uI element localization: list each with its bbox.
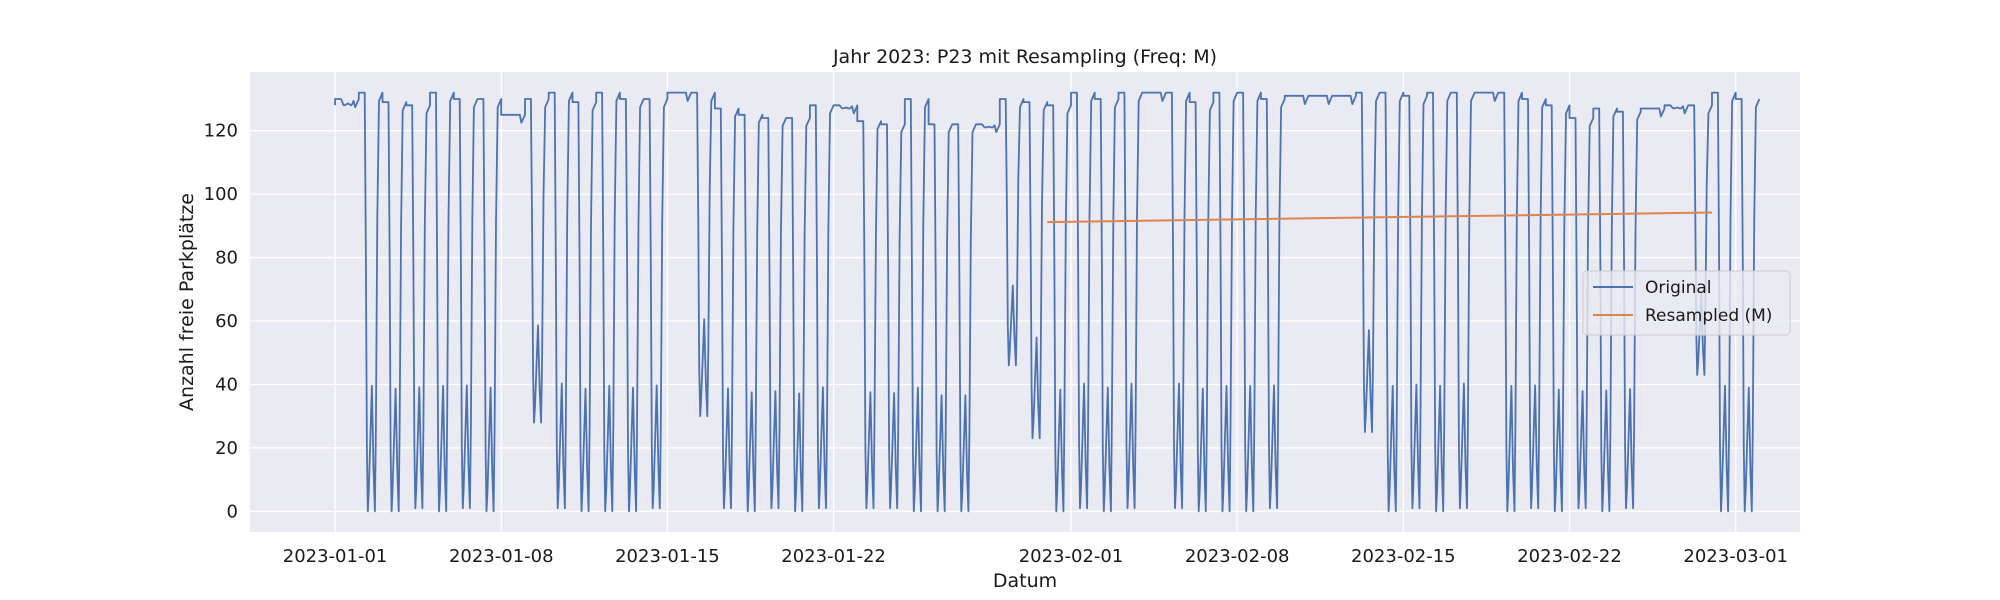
x-tick-label: 2023-02-08: [1185, 546, 1290, 567]
y-tick-label: 60: [215, 311, 238, 332]
y-tick-labels: 0 20 40 60 80 100 120: [204, 121, 238, 523]
y-tick-label: 40: [215, 374, 238, 395]
x-tick-label: 2023-03-01: [1683, 546, 1788, 567]
x-tick-label: 2023-01-08: [449, 546, 554, 567]
series-line-resampled: [1047, 211, 1713, 224]
legend-box: [1582, 270, 1791, 336]
y-tick-label: 80: [215, 248, 238, 269]
x-gridlines: [334, 72, 1737, 532]
x-tick-label: 2023-01-15: [615, 546, 720, 567]
x-tick-label: 2023-01-22: [781, 546, 886, 567]
legend-label-resampled: Resampled (M): [1645, 306, 1772, 326]
plot-area: [250, 72, 1800, 532]
y-axis-label: Anzahl freie Parkplätze: [176, 193, 198, 411]
x-tick-label: 2023-01-01: [283, 546, 388, 567]
y-tick-label: 20: [215, 438, 238, 459]
x-tick-label: 2023-02-01: [1019, 546, 1124, 567]
y-tick-label: 120: [204, 121, 238, 142]
y-tick-label: 0: [227, 501, 238, 522]
x-axis-label: Datum: [993, 570, 1057, 592]
series-layer: [334, 91, 1761, 513]
series-line-original: [334, 91, 1761, 513]
legend-label-original: Original: [1645, 278, 1712, 298]
chart-title: Jahr 2023: P23 mit Resampling (Freq: M): [832, 46, 1217, 68]
x-tick-labels: 2023-01-01 2023-01-08 2023-01-15 2023-01-22…: [283, 546, 1788, 567]
y-tick-label: 100: [204, 184, 238, 205]
y-gridlines: [250, 130, 1800, 513]
x-tick-label: 2023-02-22: [1517, 546, 1622, 567]
x-tick-label: 2023-02-15: [1351, 546, 1456, 567]
legend: Original Resampled (M): [1582, 270, 1791, 336]
